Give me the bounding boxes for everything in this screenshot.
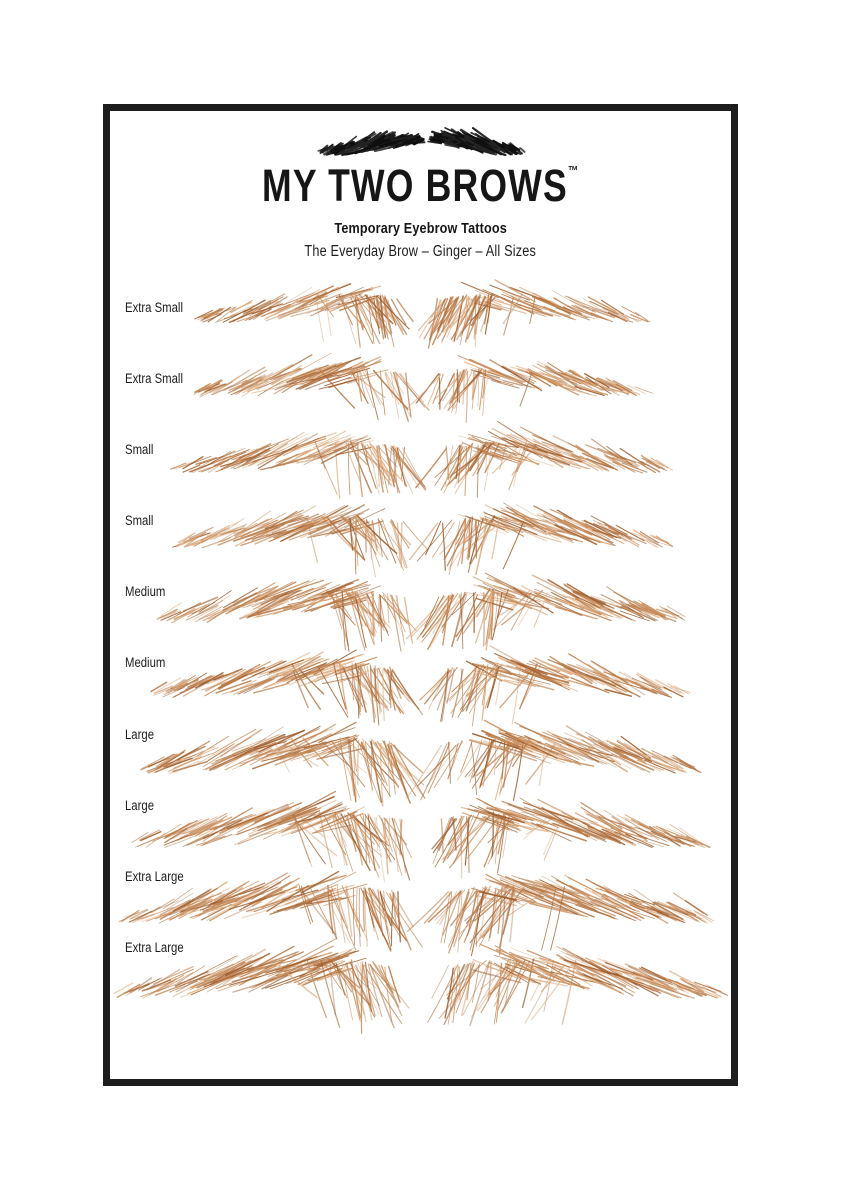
row-eyebrow-right-art [426,943,728,1027]
page-frame: MY TWO BROWS™ Temporary Eyebrow Tattoos … [103,104,738,1086]
size-row: Extra Large [110,937,731,1034]
row-eyebrow-left-art [131,790,412,883]
size-row: Medium [110,645,731,727]
size-row: Large [110,790,731,883]
size-row: Small [110,502,731,578]
row-eyebrow-left-art [150,649,423,726]
size-row: Medium [110,572,731,652]
size-row: Extra Small [110,279,731,349]
size-row: Large [110,719,731,807]
row-eyebrow-left-art [112,937,410,1034]
row-eyebrow-left-art [169,430,426,499]
row-eyebrow-right-art [406,355,653,423]
size-row: Extra Small [110,352,731,423]
row-eyebrow-left-art [193,352,430,422]
size-row: Small [110,421,731,499]
trademark-symbol: ™ [568,163,579,178]
row-eyebrow-right-art [419,645,692,727]
logo-eyebrow-right-icon [426,127,526,157]
row-eyebrow-right-art [406,873,714,957]
product-line: The Everyday Brow – Ginger – All Sizes [304,243,537,260]
size-label: Medium [125,655,166,670]
row-eyebrow-right-art [405,572,686,651]
header: MY TWO BROWS™ Temporary Eyebrow Tattoos … [110,111,731,261]
row-eyebrow-left-art [156,578,417,652]
brand-title: MY TWO BROWS™ [262,163,578,208]
size-label: Large [125,727,155,742]
row-eyebrow-left-art [171,504,428,578]
row-eyebrow-left-art [140,721,426,807]
row-eyebrow-left-art [193,282,414,348]
brand-title-text: MY TWO BROWS [262,160,569,211]
size-label: Extra Small [125,300,183,315]
row-eyebrow-right-art [406,719,702,801]
size-label: Small [125,442,154,457]
row-eyebrow-right-art [414,421,673,498]
size-label: Medium [125,584,166,599]
size-rows: Extra Small Extra Small Small Small Medium Me… [110,111,731,1079]
size-label: Extra Large [125,869,184,884]
size-label: Extra Large [125,940,184,955]
logo [316,124,526,157]
row-eyebrow-right-art [431,797,711,879]
row-eyebrow-left-art [118,870,423,952]
row-eyebrow-right-art [417,279,650,349]
size-label: Large [125,798,155,813]
tagline: Temporary Eyebrow Tattoos [334,220,507,237]
logo-eyebrow-left-icon [316,130,425,157]
row-eyebrow-right-art [408,502,673,576]
size-label: Extra Small [125,371,183,386]
size-label: Small [125,513,154,528]
size-row: Extra Large [110,869,731,957]
